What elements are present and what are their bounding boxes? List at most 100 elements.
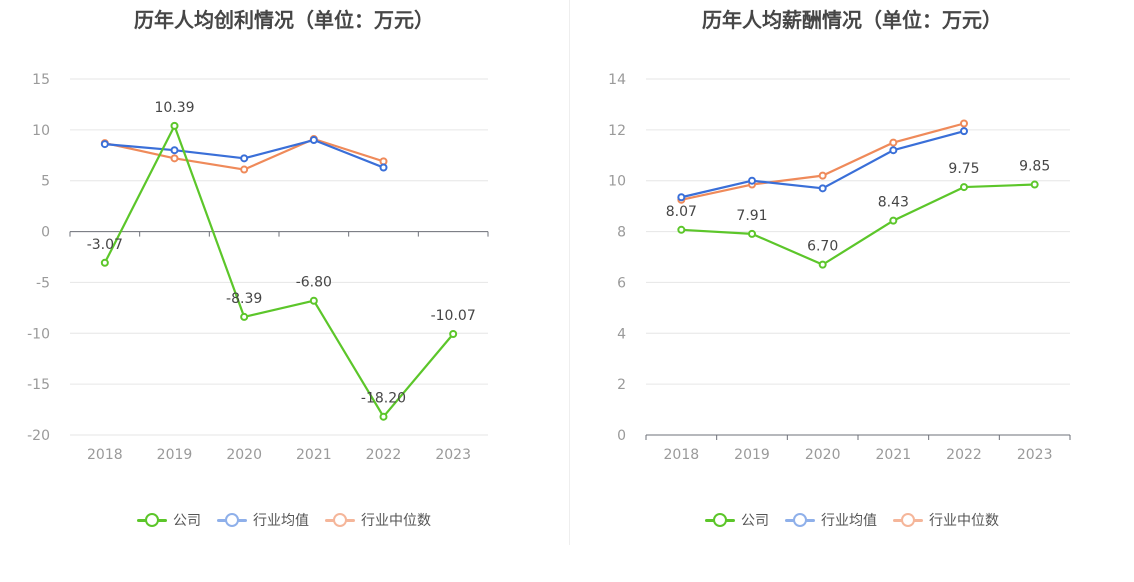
chart-legend: 公司 行业均值 行业中位数: [0, 510, 568, 530]
series-line-company: [681, 183, 1035, 266]
x-tick-label: 2023: [1017, 447, 1053, 463]
data-point-industry-median[interactable]: [889, 138, 898, 147]
data-point-industry-avg[interactable]: [309, 136, 318, 145]
legend-label: 公司: [741, 513, 769, 529]
series-line-industry-median: [104, 137, 384, 171]
data-label: 8.07: [666, 204, 697, 220]
chart-legend: 公司 行业均值 行业中位数: [570, 510, 1134, 530]
x-tick-label: 2018: [664, 447, 700, 463]
salary-per-capita-chart: 历年人均薪酬情况（单位：万元） 14 12 10 8 6 4 2 0 2018 2019 2020 2…: [570, 0, 1134, 582]
y-tick-label: -20: [27, 428, 50, 444]
data-point-industry-median[interactable]: [818, 171, 827, 180]
data-label: 9.75: [948, 161, 979, 177]
x-tick-label: 2021: [876, 447, 912, 463]
y-tick-label: 8: [617, 225, 626, 241]
y-tick-label: 6: [617, 275, 626, 291]
chart-title: 历年人均创利情况（单位：万元）: [134, 8, 434, 32]
y-tick-label: 12: [608, 123, 626, 139]
y-tick-label: 14: [608, 72, 626, 88]
salary-chart-svg: 14 12 10 8 6 4 2 0 2018 2019 2020 2021 2022 2023 8.07 7…: [608, 72, 1071, 463]
data-point-company[interactable]: [309, 296, 318, 305]
data-label: 10.39: [154, 100, 194, 116]
y-tick-label: -10: [27, 326, 50, 342]
data-label: 8.43: [878, 195, 909, 211]
series-line-company: [103, 124, 455, 418]
data-label: -6.80: [296, 275, 332, 291]
data-point-company[interactable]: [818, 260, 827, 269]
data-label: -18.20: [361, 391, 406, 407]
data-point-industry-median[interactable]: [170, 154, 179, 163]
data-point-industry-avg[interactable]: [240, 154, 249, 163]
data-label: 6.70: [807, 239, 838, 255]
x-tick-label: 2023: [435, 447, 471, 463]
x-tick-label: 2018: [87, 447, 123, 463]
data-label: -8.39: [226, 291, 262, 307]
data-point-company[interactable]: [240, 312, 249, 321]
data-point-industry-avg[interactable]: [677, 193, 686, 202]
legend-company-marker: [705, 513, 735, 527]
y-tick-label: 0: [41, 225, 50, 241]
series-line-industry-avg: [104, 138, 384, 169]
legend-label: 行业中位数: [929, 513, 999, 529]
legend-company-marker: [137, 513, 167, 527]
x-tick-label: 2019: [734, 447, 770, 463]
data-point-industry-avg[interactable]: [960, 127, 968, 136]
legend-item-industry-median[interactable]: 行业中位数: [325, 510, 431, 530]
panel-divider: [569, 0, 570, 545]
data-point-company[interactable]: [379, 412, 388, 421]
legend-label: 行业均值: [821, 513, 877, 529]
data-point-industry-avg[interactable]: [748, 176, 756, 185]
legend-avg-marker: [785, 513, 815, 527]
data-point-industry-avg[interactable]: [170, 146, 179, 155]
y-tick-label: 10: [32, 123, 50, 139]
data-point-company[interactable]: [960, 183, 968, 192]
legend-avg-marker: [217, 513, 247, 527]
x-tick-label: 2022: [946, 447, 982, 463]
x-tick-label: 2020: [805, 447, 841, 463]
legend-label: 公司: [173, 513, 201, 529]
data-point-industry-median[interactable]: [379, 157, 388, 166]
data-point-industry-median[interactable]: [240, 165, 249, 174]
x-tick-label: 2020: [226, 447, 262, 463]
data-point-company[interactable]: [889, 216, 898, 225]
data-label: -10.07: [431, 308, 476, 324]
data-point-company[interactable]: [170, 121, 179, 130]
data-point-industry-avg[interactable]: [379, 163, 388, 172]
profit-chart-svg: 15 10 5 0 -5 -10 -15 -20 2018 2019 2020 2021 2022 202…: [27, 72, 489, 463]
data-point-company[interactable]: [677, 225, 686, 234]
data-point-company[interactable]: [748, 229, 756, 238]
x-tick-label: 2019: [157, 447, 193, 463]
y-tick-label: 4: [617, 326, 626, 342]
legend-item-industry-avg[interactable]: 行业均值: [785, 510, 877, 530]
data-label: 9.85: [1019, 159, 1050, 175]
data-point-industry-avg[interactable]: [889, 146, 898, 155]
data-label: 7.91: [736, 208, 767, 224]
x-tick-label: 2022: [366, 447, 402, 463]
y-tick-label: -15: [27, 377, 50, 393]
legend-item-company[interactable]: 公司: [705, 510, 769, 530]
data-point-industry-median[interactable]: [960, 119, 968, 128]
chart-title: 历年人均薪酬情况（单位：万元）: [702, 8, 1002, 32]
legend-item-company[interactable]: 公司: [137, 510, 201, 530]
data-point-company[interactable]: [100, 258, 109, 267]
x-tick-label: 2021: [296, 447, 332, 463]
data-label: -3.07: [87, 237, 123, 253]
legend-item-industry-median[interactable]: 行业中位数: [893, 510, 999, 530]
profit-per-capita-chart: 历年人均创利情况（单位：万元） 15 10 5 0 -5 -10 -15 -20 2018 201…: [0, 8, 568, 530]
y-tick-label: 0: [617, 428, 626, 444]
legend-median-marker: [893, 513, 923, 527]
legend-label: 行业均值: [253, 513, 309, 529]
data-point-company[interactable]: [449, 329, 458, 338]
legend-item-industry-avg[interactable]: 行业均值: [217, 510, 309, 530]
y-tick-label: -5: [36, 275, 50, 291]
data-point-industry-avg[interactable]: [818, 184, 827, 193]
legend-median-marker: [325, 513, 355, 527]
data-point-industry-avg[interactable]: [100, 140, 109, 149]
legend-label: 行业中位数: [361, 513, 431, 529]
y-tick-label: 15: [32, 72, 50, 88]
data-point-company[interactable]: [1030, 180, 1039, 189]
y-tick-label: 10: [608, 174, 626, 190]
y-tick-label: 5: [41, 174, 50, 190]
y-tick-label: 2: [617, 377, 626, 393]
